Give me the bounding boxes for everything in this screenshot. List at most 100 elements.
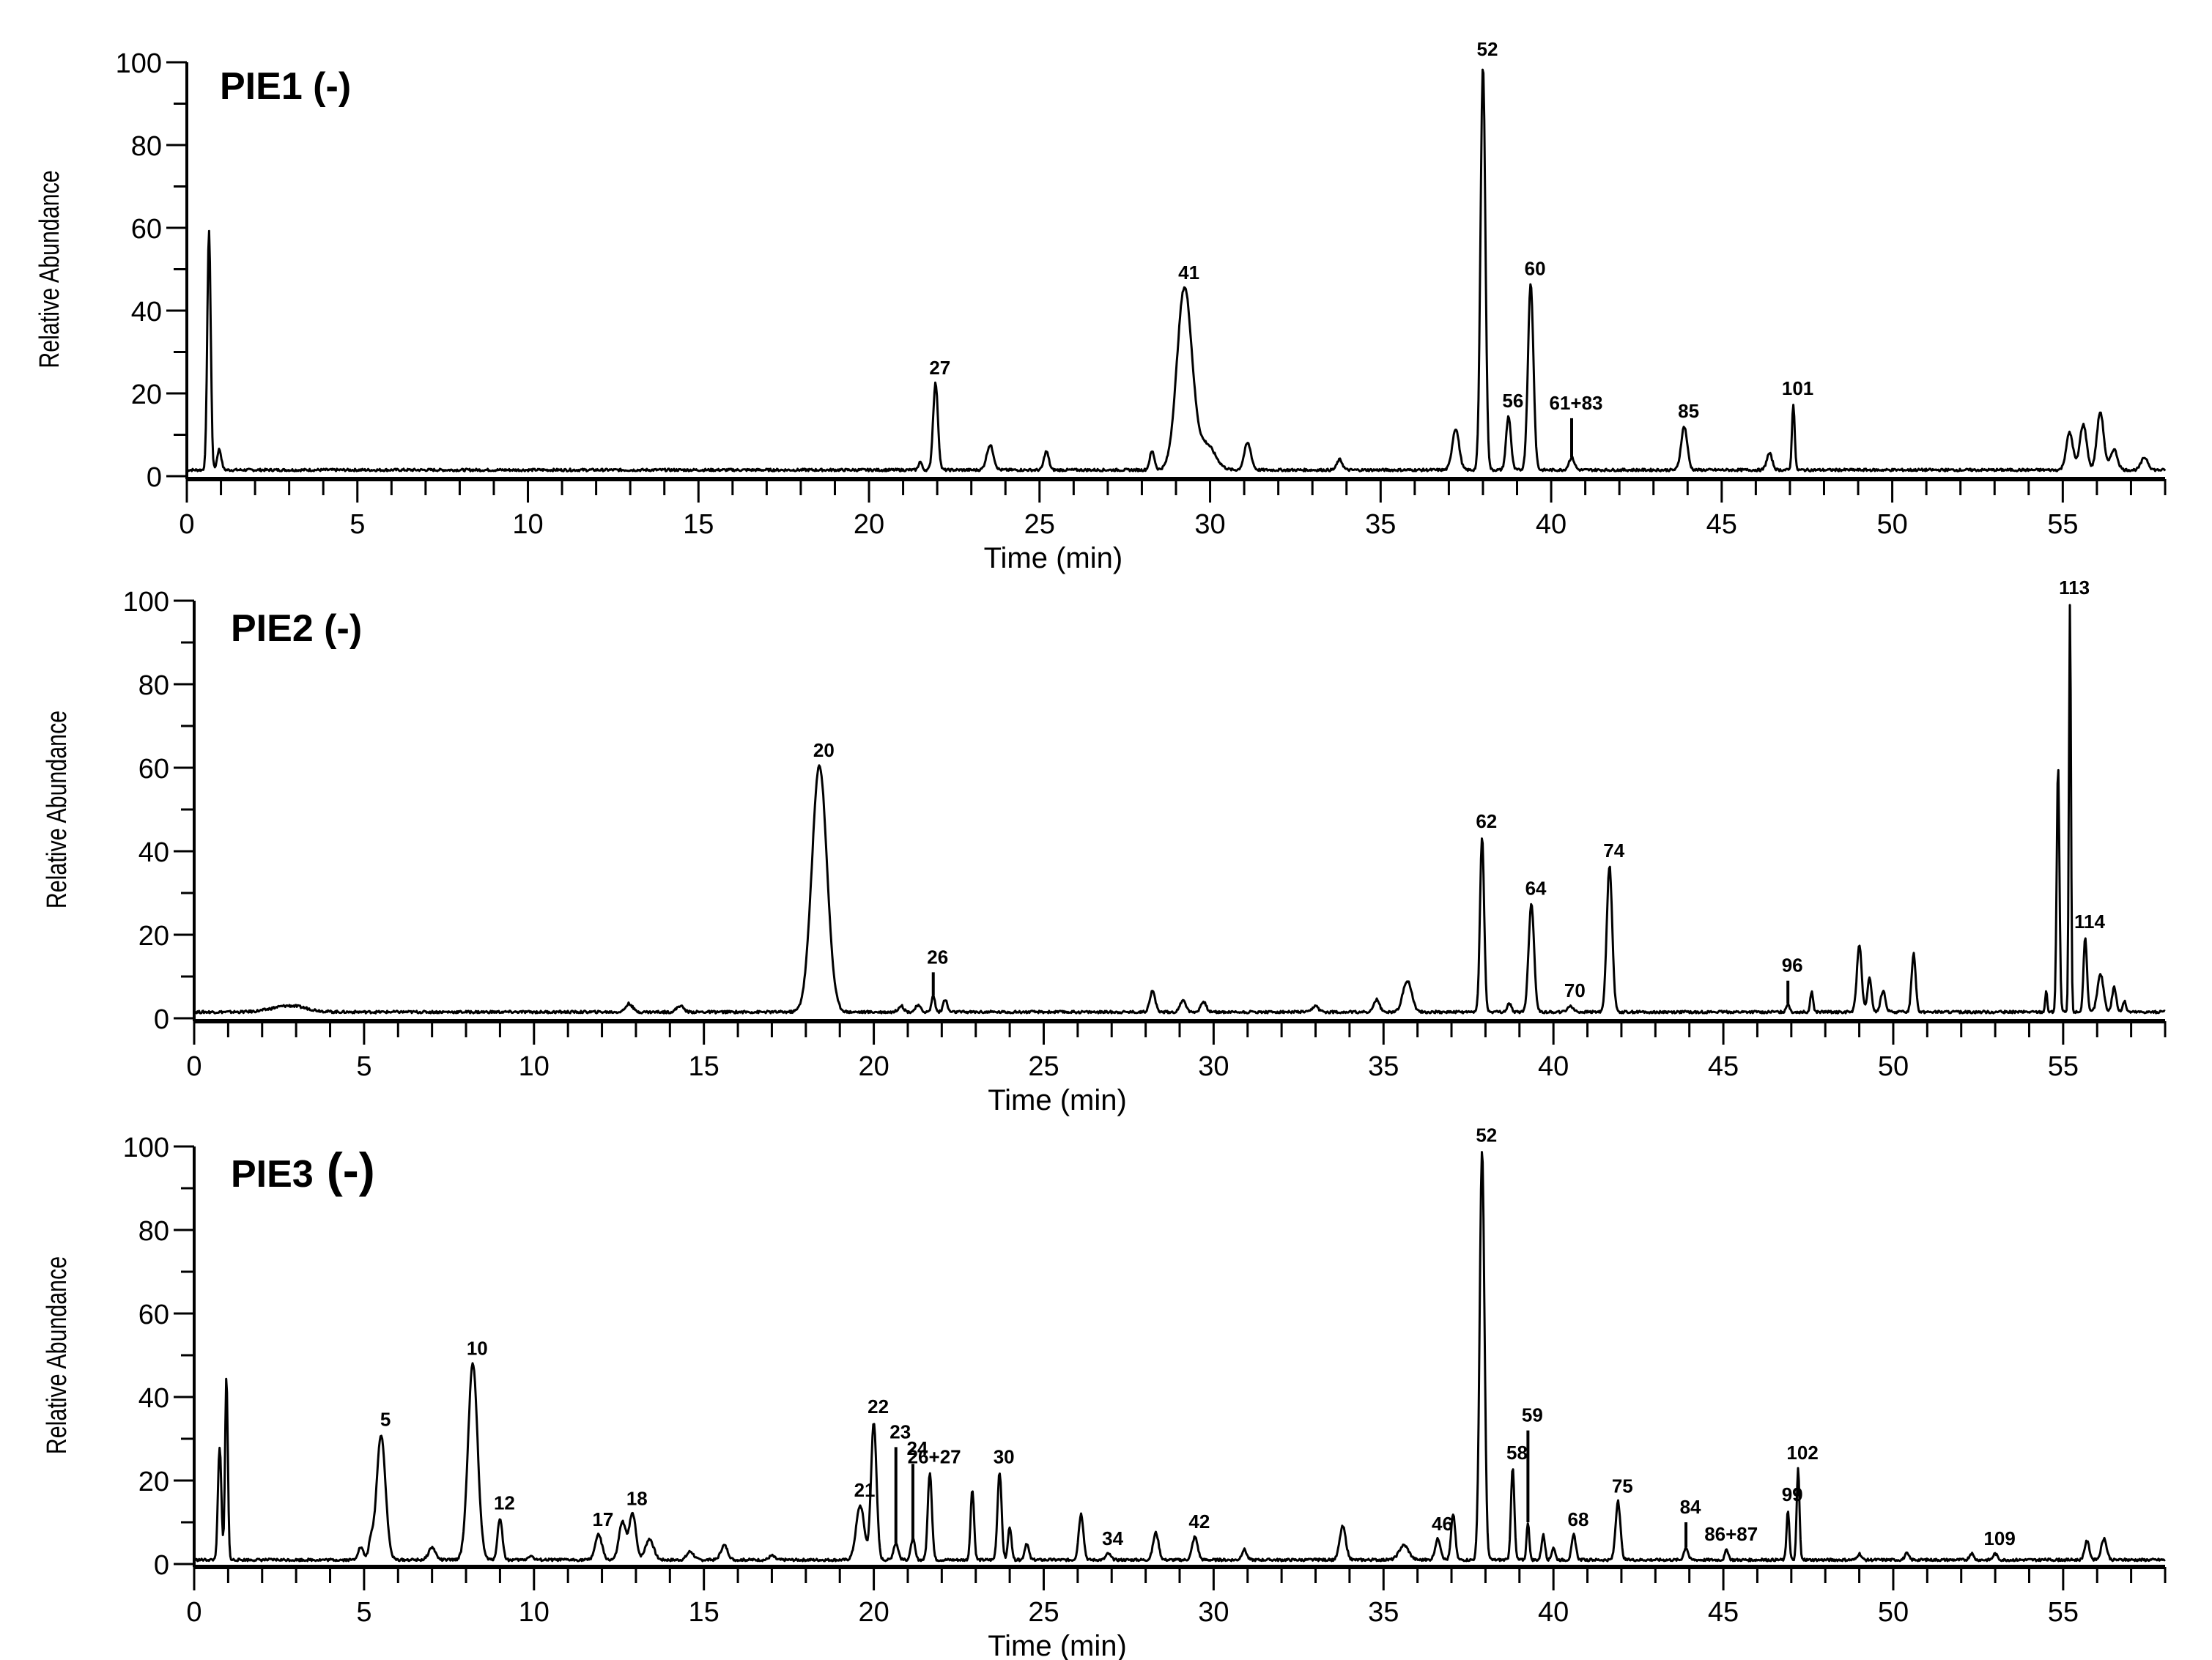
x-tick-label: 5 bbox=[356, 1597, 371, 1628]
peak-label: 102 bbox=[1786, 1442, 1818, 1464]
peak-label: 5 bbox=[380, 1408, 391, 1430]
panel-title-text: PIE1 (-) bbox=[220, 65, 351, 108]
peak-label: 41 bbox=[1178, 262, 1199, 284]
peak-label: 62 bbox=[1476, 810, 1497, 832]
x-axis-title: Time (min) bbox=[984, 542, 1123, 574]
x-tick-label: 10 bbox=[519, 1051, 550, 1082]
peak-label: 85 bbox=[1678, 400, 1699, 422]
y-tick-label: 100 bbox=[116, 48, 162, 79]
x-tick-label: 40 bbox=[1538, 1051, 1569, 1082]
y-tick-label: 80 bbox=[131, 131, 162, 162]
x-tick-label: 20 bbox=[858, 1597, 889, 1628]
peak-label: 59 bbox=[1522, 1404, 1543, 1426]
y-tick-label: 80 bbox=[138, 670, 169, 701]
peak-label: 17 bbox=[592, 1508, 613, 1530]
x-tick-label: 45 bbox=[1708, 1051, 1739, 1082]
peak-label: 70 bbox=[1564, 979, 1586, 1001]
peak-label: 27 bbox=[929, 357, 950, 379]
peak-label: 23 bbox=[889, 1420, 911, 1442]
y-tick-label: 60 bbox=[131, 214, 162, 245]
x-tick-label: 35 bbox=[1368, 1597, 1399, 1628]
y-tick-label: 0 bbox=[147, 462, 162, 493]
peak-label: 113 bbox=[2059, 577, 2090, 599]
peak-label: 52 bbox=[1476, 1124, 1497, 1146]
peak-label: 24 bbox=[906, 1437, 928, 1459]
peak-label: 21 bbox=[854, 1479, 876, 1501]
panel-title: PIE3 (-) bbox=[231, 1143, 375, 1197]
y-axis-title: Relative Abundance bbox=[34, 170, 65, 368]
peak-label: 74 bbox=[1603, 840, 1624, 862]
y-tick-label: 60 bbox=[138, 1300, 169, 1330]
x-tick-label: 0 bbox=[186, 1051, 201, 1082]
chromatogram-panel-pie1: 0 20 40 60 80 100 Relative Abundance 0 5 10 15 20 25… bbox=[34, 38, 2167, 574]
peak-label: 52 bbox=[1477, 38, 1498, 60]
chromatogram-panel-pie3: 0 20 40 60 80 100 Relative Abundance 0 5 10 15 20 25… bbox=[42, 1124, 2167, 1660]
y-axis-title: Relative Abundance bbox=[42, 711, 73, 908]
chromatogram-trace bbox=[193, 604, 2166, 1015]
peak-label: 60 bbox=[1525, 257, 1546, 279]
peak-label: 101 bbox=[1782, 377, 1813, 399]
y-axis-title: Relative Abundance bbox=[42, 1256, 73, 1454]
x-tick-label: 25 bbox=[1024, 509, 1055, 540]
x-tick-label: 5 bbox=[356, 1051, 371, 1082]
x-tick-label: 35 bbox=[1368, 1051, 1399, 1082]
x-tick-label: 15 bbox=[689, 1597, 720, 1628]
peak-label: 68 bbox=[1568, 1508, 1589, 1530]
y-tick-label: 40 bbox=[131, 297, 162, 327]
x-tick-label: 45 bbox=[1708, 1597, 1739, 1628]
chromatogram-trace bbox=[193, 1151, 2166, 1563]
peak-label: 18 bbox=[626, 1488, 648, 1510]
x-tick-label: 30 bbox=[1194, 509, 1225, 540]
y-tick-label: 20 bbox=[131, 379, 162, 410]
x-tick-label: 20 bbox=[854, 509, 884, 540]
peak-label: 56 bbox=[1502, 390, 1523, 412]
x-tick-label: 0 bbox=[179, 509, 194, 540]
panel-title: PIE2 (-) bbox=[231, 607, 362, 650]
x-tick-label: 25 bbox=[1028, 1051, 1059, 1082]
x-tick-label: 0 bbox=[186, 1597, 201, 1628]
y-tick-label: 20 bbox=[138, 921, 169, 952]
x-tick-label: 30 bbox=[1198, 1597, 1229, 1628]
peak-label: 20 bbox=[813, 739, 835, 761]
peak-label: 10 bbox=[467, 1337, 488, 1359]
x-tick-label: 5 bbox=[349, 509, 365, 540]
peak-label: 34 bbox=[1102, 1527, 1123, 1549]
y-tick-label: 40 bbox=[138, 837, 169, 868]
panel-title: PIE1 (-) bbox=[220, 65, 351, 108]
peak-label: 86+87 bbox=[1704, 1523, 1758, 1545]
y-tick-label: 40 bbox=[138, 1383, 169, 1414]
peak-label: 42 bbox=[1188, 1511, 1210, 1533]
x-tick-label: 50 bbox=[1878, 1597, 1909, 1628]
panel-title-text: PIE2 (-) bbox=[231, 607, 362, 650]
peak-label: 12 bbox=[494, 1492, 515, 1513]
x-tick-label: 35 bbox=[1365, 509, 1396, 540]
x-tick-label: 40 bbox=[1536, 509, 1566, 540]
peak-label: 26+27 bbox=[908, 1446, 961, 1468]
y-tick-label: 100 bbox=[123, 1133, 169, 1163]
x-tick-label: 40 bbox=[1538, 1597, 1569, 1628]
y-tick-label: 0 bbox=[154, 1004, 169, 1035]
peak-label: 61+83 bbox=[1549, 392, 1602, 414]
y-tick-label: 100 bbox=[123, 587, 169, 618]
x-tick-label: 25 bbox=[1028, 1597, 1059, 1628]
chromatogram-panel-pie2: 0 20 40 60 80 100 Relative Abundance 0 5 10 15 20 25… bbox=[42, 577, 2167, 1116]
x-tick-label: 50 bbox=[1878, 1051, 1909, 1082]
x-tick-label: 30 bbox=[1198, 1051, 1229, 1082]
x-tick-label: 50 bbox=[1876, 509, 1907, 540]
x-axis-title: Time (min) bbox=[988, 1084, 1127, 1116]
y-tick-label: 80 bbox=[138, 1216, 169, 1247]
x-axis-title: Time (min) bbox=[988, 1630, 1127, 1660]
x-tick-label: 10 bbox=[512, 509, 543, 540]
peak-label: 84 bbox=[1680, 1496, 1701, 1518]
x-tick-label: 15 bbox=[683, 509, 714, 540]
peak-label: 30 bbox=[994, 1446, 1015, 1468]
x-tick-label: 55 bbox=[2047, 509, 2078, 540]
y-tick-label: 60 bbox=[138, 754, 169, 785]
peak-label: 114 bbox=[2074, 911, 2105, 933]
y-tick-label: 20 bbox=[138, 1467, 169, 1497]
x-tick-label: 15 bbox=[689, 1051, 720, 1082]
panel-title-text: PIE3 bbox=[231, 1153, 314, 1196]
peak-label: 22 bbox=[868, 1396, 889, 1418]
peak-label: 96 bbox=[1782, 955, 1803, 977]
